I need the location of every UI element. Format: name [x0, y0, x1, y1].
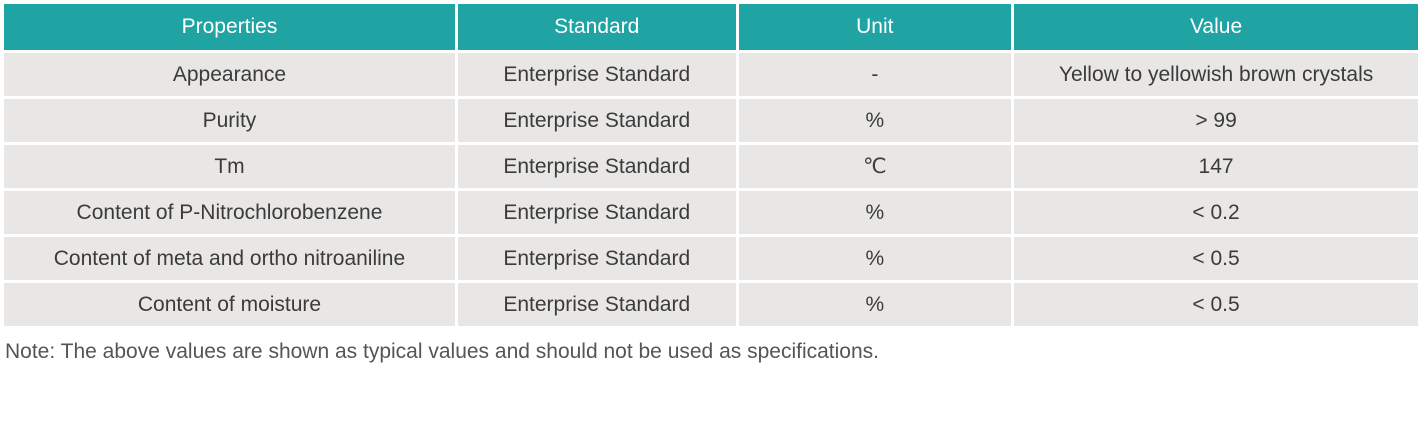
cell-standard: Enterprise Standard [457, 145, 736, 188]
cell-property: Content of P-Nitrochlorobenzene [4, 191, 455, 234]
column-header-properties: Properties [4, 4, 455, 50]
cell-standard: Enterprise Standard [457, 283, 736, 326]
cell-property: Content of meta and ortho nitroaniline [4, 237, 455, 280]
cell-unit: % [738, 283, 1012, 326]
table-row: Content of moisture Enterprise Standard … [4, 283, 1418, 326]
cell-value: < 0.2 [1014, 191, 1418, 234]
cell-property: Appearance [4, 53, 455, 96]
cell-standard: Enterprise Standard [457, 237, 736, 280]
cell-unit: ℃ [738, 145, 1012, 188]
cell-unit: % [738, 99, 1012, 142]
cell-standard: Enterprise Standard [457, 191, 736, 234]
table-row: Tm Enterprise Standard ℃ 147 [4, 145, 1418, 188]
table-row: Content of P-Nitrochlorobenzene Enterpri… [4, 191, 1418, 234]
cell-value: < 0.5 [1014, 283, 1418, 326]
cell-unit: % [738, 191, 1012, 234]
cell-value: Yellow to yellowish brown crystals [1014, 53, 1418, 96]
cell-property: Tm [4, 145, 455, 188]
table-row: Content of meta and ortho nitroaniline E… [4, 237, 1418, 280]
table-row: Appearance Enterprise Standard - Yellow … [4, 53, 1418, 96]
column-header-unit: Unit [738, 4, 1012, 50]
cell-property: Purity [4, 99, 455, 142]
table-row: Purity Enterprise Standard % > 99 [4, 99, 1418, 142]
column-header-standard: Standard [457, 4, 736, 50]
cell-standard: Enterprise Standard [457, 53, 736, 96]
cell-value: < 0.5 [1014, 237, 1418, 280]
note-text: Note: The above values are shown as typi… [5, 340, 879, 363]
cell-unit: - [738, 53, 1012, 96]
cell-value: > 99 [1014, 99, 1418, 142]
properties-table: Properties Standard Unit Value Appearanc… [1, 1, 1421, 329]
table-header-row: Properties Standard Unit Value [4, 4, 1418, 50]
cell-standard: Enterprise Standard [457, 99, 736, 142]
cell-property: Content of moisture [4, 283, 455, 326]
cell-value: 147 [1014, 145, 1418, 188]
column-header-value: Value [1014, 4, 1418, 50]
cell-unit: % [738, 237, 1012, 280]
